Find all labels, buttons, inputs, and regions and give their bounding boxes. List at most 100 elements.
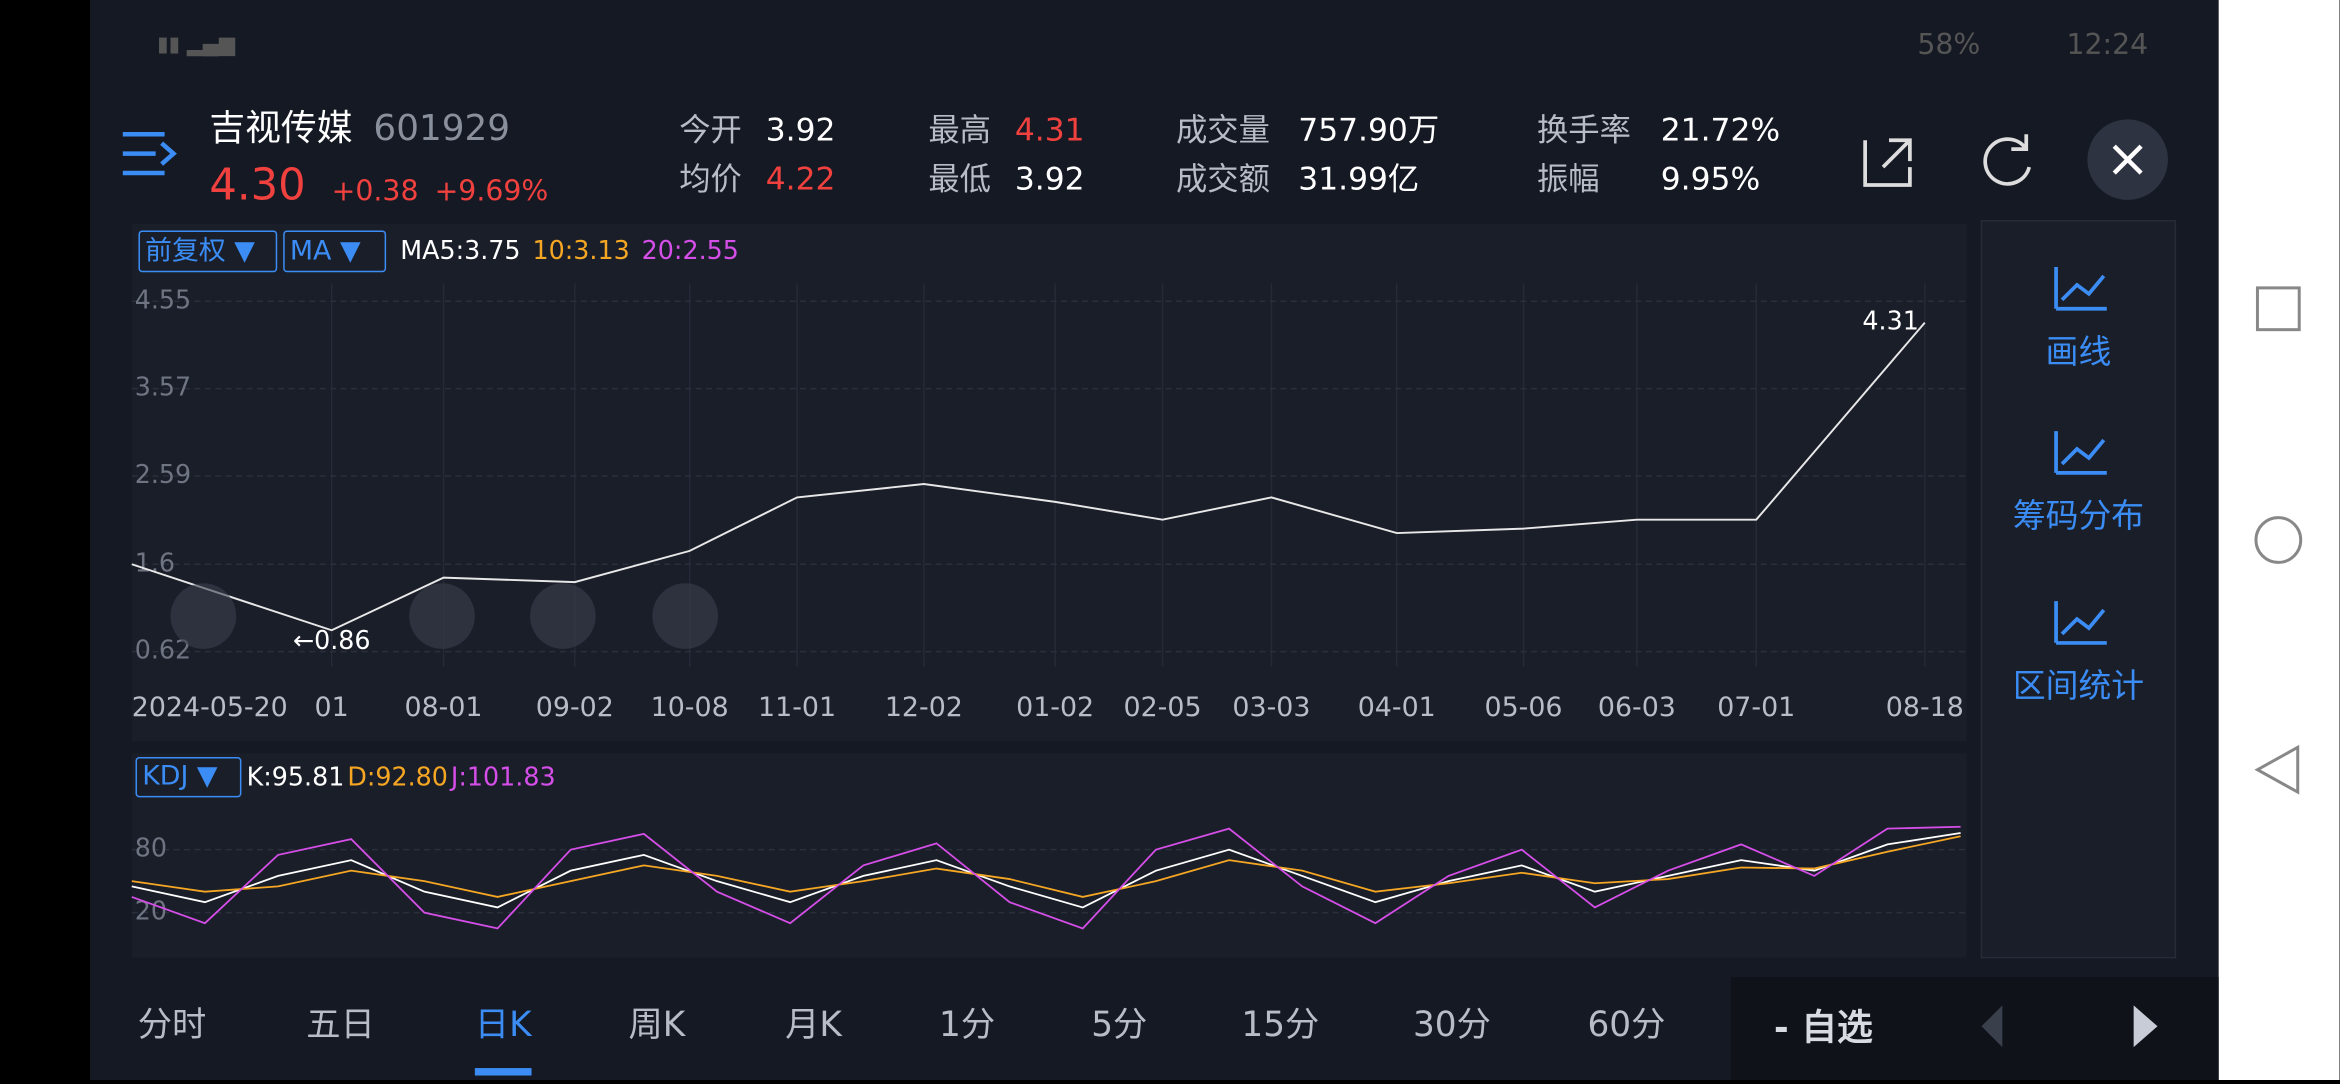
tab[interactable]: 5分 [1091, 1005, 1147, 1045]
x-label: 10-08 [651, 692, 729, 723]
menu-icon[interactable] [122, 132, 177, 176]
status-icons: ▮▮ ▂▄▆ [157, 32, 236, 57]
x-label: 01-02 [1016, 692, 1094, 723]
refresh-glyph [1983, 134, 2032, 186]
stat-label: 成交量 [1176, 112, 1270, 148]
chart-nav-btn[interactable] [170, 583, 237, 649]
selector-box[interactable] [138, 230, 278, 273]
tab[interactable]: 周K [628, 1005, 686, 1045]
clock: 12:24 [2067, 28, 2149, 61]
y-tick-label: 3.57 [135, 372, 191, 402]
stat-value: 21.72% [1661, 112, 1780, 148]
x-label: 12-02 [885, 692, 963, 723]
price: 4.30 [209, 160, 305, 210]
tab[interactable]: 30分 [1413, 1005, 1491, 1045]
tab[interactable]: 五日 [306, 1005, 375, 1045]
change-pct: +9.69% [435, 174, 549, 207]
close-glyph [2112, 144, 2143, 175]
tab-underline [474, 1068, 532, 1076]
stat-label: 今开 [679, 112, 742, 148]
nav-back[interactable] [2254, 744, 2300, 795]
stat-value: 757.90万 [1298, 112, 1439, 148]
stat-value: 31.99亿 [1298, 161, 1419, 197]
selector: MA ▼ [290, 236, 361, 267]
price-line [131, 322, 1926, 632]
stat-value: 4.22 [766, 161, 836, 197]
x-label: 11-01 [758, 692, 836, 723]
x-label: 08-18 [1886, 692, 1964, 723]
prev-arrow[interactable] [1981, 1005, 2003, 1048]
x-label: 02-05 [1124, 692, 1202, 723]
tool-label: 画线 [2046, 333, 2112, 371]
left-edge [0, 0, 90, 1080]
stat-value: 9.95% [1661, 161, 1760, 197]
kdj-line [131, 832, 1961, 909]
kdj-legend: D:92.80 [347, 762, 448, 792]
ma-label: 20:2.55 [642, 235, 739, 265]
menu-glyph [122, 132, 177, 176]
selector-box[interactable] [283, 230, 387, 273]
y-tick-label: 2.59 [135, 459, 191, 489]
tab[interactable]: 15分 [1241, 1005, 1319, 1045]
price-panel [131, 223, 1967, 742]
stat-label: 成交额 [1176, 161, 1270, 197]
tab[interactable]: 月K [785, 1005, 843, 1045]
nav-recent[interactable] [2255, 286, 2301, 332]
tab[interactable]: 60分 [1587, 1005, 1665, 1045]
stat-value: 3.92 [1015, 161, 1085, 197]
close-btn[interactable] [2087, 119, 2168, 200]
y-tick-label: 4.55 [135, 284, 191, 314]
tool-panel [1980, 220, 2177, 959]
x-label: 05-06 [1485, 692, 1563, 723]
x-label: 2024-05-20 [132, 692, 288, 723]
x-label: 03-03 [1232, 692, 1310, 723]
watchlist[interactable]: - 自选 [1774, 1007, 1873, 1048]
refresh-btn[interactable] [1983, 134, 2032, 186]
share-btn[interactable] [1863, 138, 1912, 187]
change: +0.38 [332, 174, 419, 207]
stat-label: 振幅 [1537, 161, 1600, 197]
stock-name: 吉视传媒 [209, 108, 352, 149]
kdj-legend: K:95.81 [247, 762, 345, 792]
chart-nav-btn[interactable] [530, 583, 596, 649]
tab[interactable]: 分时 [138, 1005, 207, 1045]
kdj-line [131, 835, 1961, 898]
selector: KDJ ▼ [142, 761, 218, 792]
x-label: 07-01 [1717, 692, 1795, 723]
x-label: 01 [315, 692, 349, 723]
chart-nav-btn[interactable] [409, 583, 475, 649]
share-glyph [1863, 138, 1912, 187]
stat-label: 换手率 [1537, 112, 1631, 148]
kdj-legend: J:101.83 [449, 762, 556, 792]
selector-box[interactable] [135, 757, 242, 798]
stat-value: 4.31 [1015, 112, 1085, 148]
x-label: 04-01 [1358, 692, 1436, 723]
tool-label: 区间统计 [2013, 667, 2144, 705]
stat-label: 最低 [928, 161, 991, 197]
annotation: 4.31 [1862, 306, 1918, 336]
annotation: ←0.86 [293, 625, 371, 655]
stat-label: 最高 [928, 112, 991, 148]
ma-label: MA5:3.75 [400, 235, 520, 265]
x-label: 06-03 [1598, 692, 1676, 723]
nav-home[interactable] [2254, 516, 2303, 564]
tool-label: 筹码分布 [2013, 497, 2144, 535]
chart-nav-btn[interactable] [652, 583, 719, 649]
tool-icon[interactable] [2054, 431, 2107, 475]
y-tick-label: 80 [135, 833, 167, 863]
x-label: 09-02 [536, 692, 614, 723]
selector: 前复权 ▼ [145, 236, 255, 267]
tool-icon[interactable] [2054, 601, 2107, 645]
tool-icon[interactable] [2054, 267, 2107, 311]
stat-label: 均价 [679, 161, 742, 197]
nav-bar [2218, 0, 2340, 1080]
tab[interactable]: 日K [475, 1005, 533, 1045]
kdj-line [131, 825, 1961, 930]
stat-value: 3.92 [766, 112, 836, 148]
kdj-panel [131, 753, 1967, 958]
stock-code: 601929 [373, 108, 510, 149]
next-arrow[interactable] [2133, 1005, 2158, 1048]
tab[interactable]: 1分 [939, 1005, 995, 1045]
